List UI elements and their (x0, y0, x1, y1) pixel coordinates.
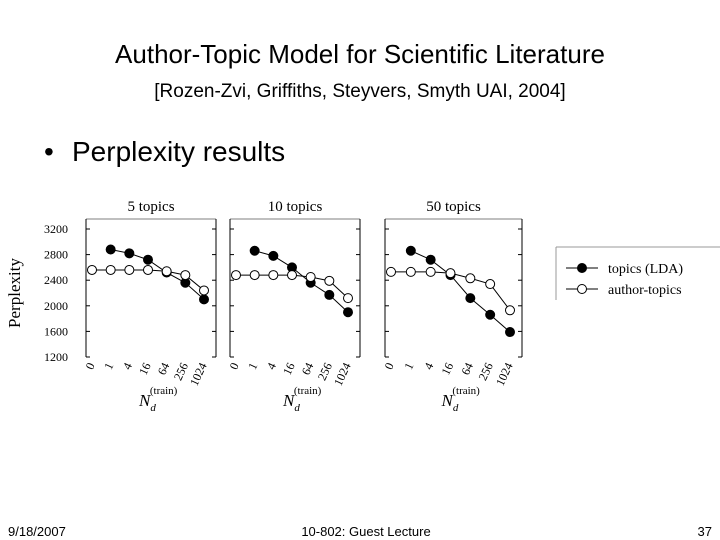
data-point (485, 279, 496, 290)
data-point (505, 327, 515, 338)
data-point (87, 264, 97, 275)
bullet-mark: • (44, 136, 54, 167)
footer-course: 10-802: Guest Lecture (301, 524, 430, 539)
data-point (425, 254, 436, 265)
data-point (343, 293, 353, 304)
x-axis-label: Nd (train) (138, 385, 178, 414)
x-tick-label: 256 (315, 360, 335, 382)
data-point (231, 270, 241, 281)
data-point (405, 245, 416, 256)
x-tick-label: 64 (155, 360, 173, 377)
data-point (249, 245, 260, 256)
x-tick-label: 16 (438, 360, 456, 377)
x-tick-label: 1 (401, 360, 416, 371)
x-axis-label: Nd (train) (441, 385, 481, 414)
y-tick-label: 1200 (44, 350, 68, 364)
x-axis-label-part: d (294, 402, 300, 414)
x-axis-label: Nd (train) (282, 385, 322, 414)
x-tick-label: 4 (120, 360, 135, 371)
x-tick-label: 1 (101, 360, 116, 371)
x-tick-label: 256 (476, 360, 496, 382)
data-point (105, 244, 116, 255)
data-point (161, 266, 172, 277)
x-axis-label-part: d (453, 402, 459, 414)
legend-marker (577, 263, 587, 273)
x-tick-label: 1 (245, 360, 260, 371)
slide-title: Author-Topic Model for Scientific Litera… (115, 39, 605, 69)
x-axis-label-part: N (441, 391, 455, 410)
footer-page: 37 (698, 524, 712, 539)
data-point (405, 266, 416, 277)
x-axis-label-part: d (150, 402, 156, 414)
chart-title: 50 topics (426, 199, 481, 215)
x-axis-label-part: (train) (150, 385, 178, 397)
x-tick-label: 4 (264, 360, 279, 371)
y-tick-label: 2800 (44, 248, 68, 262)
y-tick-label: 2400 (44, 273, 68, 287)
legend-label: author-topics (608, 283, 682, 298)
bullet-text: Perplexity results (72, 136, 285, 167)
y-tick-label: 3200 (44, 222, 68, 236)
data-point (143, 254, 153, 265)
x-tick-label: 0 (82, 360, 97, 371)
legend-marker (577, 284, 587, 294)
data-point (105, 264, 116, 275)
legend-label: topics (LDA) (608, 262, 683, 277)
data-point (199, 285, 209, 296)
data-point (465, 273, 476, 284)
data-point (505, 305, 515, 316)
legend: topics (LDA) author-topics (555, 246, 720, 300)
footer-date: 9/18/2007 (8, 524, 66, 539)
data-point (425, 266, 436, 277)
x-axis-label-part: N (138, 391, 152, 410)
x-tick-label: 0 (381, 360, 396, 371)
x-axis-label-part: (train) (452, 385, 480, 397)
chart-title: 10 topics (268, 199, 323, 215)
data-point (143, 264, 153, 275)
x-tick-label: 16 (280, 360, 298, 377)
data-point (465, 293, 476, 304)
data-point (268, 250, 279, 261)
x-axis-label-part: (train) (294, 385, 322, 397)
x-tick-label: 64 (299, 360, 317, 377)
data-point (199, 294, 209, 305)
data-point (305, 272, 316, 282)
y-axis-label: Perplexity (5, 258, 24, 328)
data-point (343, 307, 353, 318)
chart-title: 5 topics (127, 199, 174, 215)
x-tick-label: 16 (136, 360, 154, 377)
x-tick-label: 64 (458, 360, 476, 377)
x-tick-label: 256 (171, 360, 191, 382)
slide-subtitle: [Rozen-Zvi, Griffiths, Steyvers, Smyth U… (154, 81, 565, 102)
x-tick-label: 0 (226, 360, 241, 371)
data-point (324, 275, 335, 286)
data-point (124, 248, 135, 259)
data-point (485, 309, 496, 320)
data-point (287, 270, 297, 281)
y-tick-label: 1600 (44, 324, 68, 338)
data-point (445, 268, 456, 279)
y-tick-label: 2000 (44, 299, 68, 313)
x-tick-label: 4 (421, 360, 436, 371)
data-point (124, 264, 135, 275)
data-point (268, 270, 279, 281)
data-point (180, 270, 191, 281)
data-point (249, 270, 260, 281)
data-point (324, 289, 335, 300)
data-point (386, 266, 396, 277)
x-axis-label-part: N (282, 391, 296, 410)
